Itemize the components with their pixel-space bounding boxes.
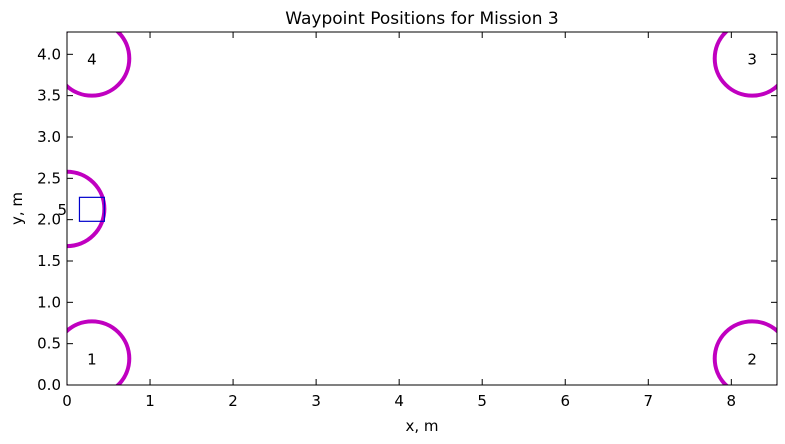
x-tick-label: 4 (394, 392, 404, 410)
y-tick-label: 3.5 (37, 87, 61, 105)
waypoint-circle-3 (712, 32, 777, 98)
y-tick-label: 4.0 (37, 45, 61, 63)
x-tick-label: 2 (228, 392, 238, 410)
x-tick-label: 5 (477, 392, 487, 410)
y-tick-label: 2.0 (37, 211, 61, 229)
x-tick-label: 0 (62, 392, 72, 410)
y-axis: 0.0 0.5 1.0 1.5 2.0 2.5 3.0 3.5 4.0 (37, 45, 777, 394)
waypoint-circle-4 (67, 32, 132, 98)
y-tick-label: 1.5 (37, 252, 61, 270)
waypoint-label-4: 4 (87, 50, 97, 68)
x-tick-label: 8 (727, 392, 737, 410)
x-tick-label: 3 (311, 392, 321, 410)
y-tick-label: 0.0 (37, 376, 61, 394)
y-axis-label: y, m (8, 192, 26, 225)
waypoint-circle-2 (712, 319, 777, 385)
plot-frame (66, 31, 778, 386)
waypoint-label-5: 5 (57, 201, 67, 219)
y-tick-label: 2.5 (37, 169, 61, 187)
chart-title: Waypoint Positions for Mission 3 (285, 9, 558, 29)
y-tick-label: 0.5 (37, 335, 61, 353)
waypoint-label-1: 1 (87, 351, 97, 369)
y-tick-label: 3.0 (37, 128, 61, 146)
x-tick-label: 6 (560, 392, 570, 410)
waypoint-label-3: 3 (747, 50, 757, 68)
x-axis-label: x, m (405, 417, 438, 435)
x-tick-label: 7 (644, 392, 654, 410)
waypoint-labels: 1 2 3 4 5 (57, 50, 756, 368)
waypoint-label-2: 2 (747, 351, 757, 369)
plot-area (67, 32, 777, 385)
x-axis: 0 1 2 3 4 5 6 7 8 (62, 32, 736, 410)
waypoint-circle-1 (67, 319, 132, 385)
x-tick-label: 1 (145, 392, 155, 410)
y-tick-label: 1.0 (37, 293, 61, 311)
current-position-marker (78, 196, 105, 222)
